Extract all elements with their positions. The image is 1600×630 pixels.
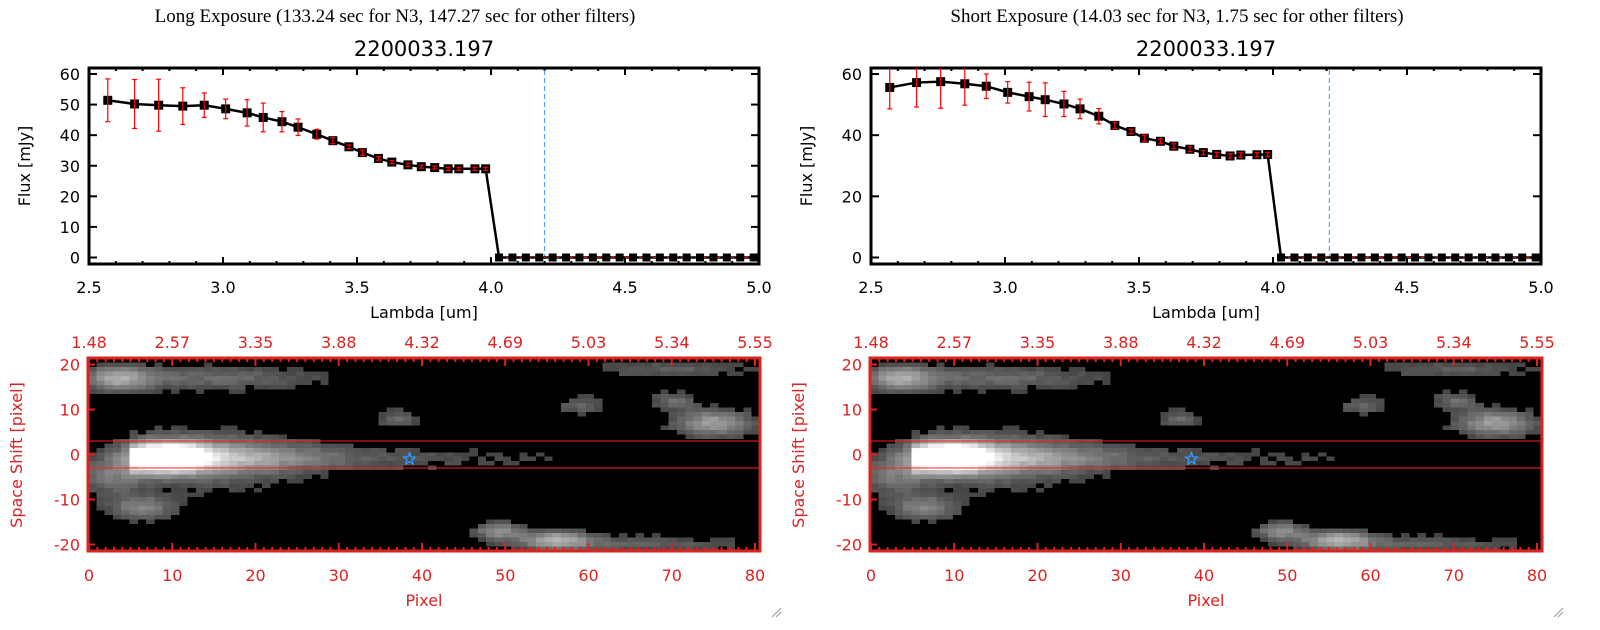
left-xlabel: Lambda [um]	[370, 303, 478, 322]
right-xtick-label: 2.5	[858, 278, 883, 297]
left-zero-point	[629, 253, 638, 262]
left-zero-point	[669, 253, 678, 262]
right-spectral-image	[870, 358, 1542, 551]
left-zero-point	[521, 253, 530, 262]
right-zero-point	[1518, 253, 1527, 262]
left-points	[103, 78, 758, 262]
resize-grip-icon[interactable]	[770, 606, 782, 618]
right-zero-point	[1357, 253, 1366, 262]
right-zero-point	[1424, 253, 1433, 262]
right-zero-point	[1411, 253, 1420, 262]
left-suptitle: Long Exposure (133.24 sec for N3, 147.27…	[155, 6, 636, 27]
right-zero-point	[1317, 253, 1326, 262]
right-points	[885, 68, 1540, 262]
left-xtick-label: 5.0	[746, 278, 771, 297]
left-zero-point	[615, 253, 624, 262]
right-zero-point	[1504, 253, 1513, 262]
right-zero-point	[1437, 253, 1446, 262]
left-panel: Long Exposure (133.24 sec for N3, 147.27…	[7, 6, 772, 610]
right-zero-point	[1451, 253, 1460, 262]
right-xtick-label: 3.0	[992, 278, 1017, 297]
left-zero-point	[562, 253, 571, 262]
right-zero-point	[1397, 253, 1406, 262]
left-ylabel: Flux [mJy]	[15, 126, 34, 207]
left-zero-point	[696, 253, 705, 262]
right-zero-point	[1478, 253, 1487, 262]
left-xtick-label: 2.5	[76, 278, 101, 297]
left-ytick-label: 20	[60, 187, 80, 206]
right-zero-point	[1531, 253, 1540, 262]
left-zero-point	[588, 253, 597, 262]
right-ylabel: Flux [mJy]	[797, 126, 816, 207]
right-zero-point	[1464, 253, 1473, 262]
left-xtick-label: 4.0	[478, 278, 503, 297]
right-ytick-label: 40	[842, 126, 862, 145]
right-plot-title: 2200033.197	[1136, 37, 1276, 61]
right-xtick-label: 5.0	[1528, 278, 1553, 297]
right-zero-point	[1344, 253, 1353, 262]
right-ytick-label: 0	[852, 249, 862, 268]
left-ytick-label: 30	[60, 157, 80, 176]
right-xtick-label: 4.5	[1394, 278, 1419, 297]
right-xtick-label: 3.5	[1126, 278, 1151, 297]
right-plot-frame	[869, 66, 1543, 266]
left-ytick-label: 60	[60, 65, 80, 84]
right-zero-point	[1290, 253, 1299, 262]
left-xtick-label: 3.5	[344, 278, 369, 297]
left-zero-point	[682, 253, 691, 262]
left-zero-point	[655, 253, 664, 262]
left-zero-point	[535, 253, 544, 262]
left-spectral-image	[88, 358, 760, 551]
right-zero-point	[1370, 253, 1379, 262]
left-ytick-label: 10	[60, 218, 80, 237]
right-xtick-label: 4.0	[1260, 278, 1285, 297]
right-flux-line	[889, 80, 1536, 259]
right-suptitle: Short Exposure (14.03 sec for N3, 1.75 s…	[950, 6, 1403, 27]
left-ytick-label: 50	[60, 96, 80, 115]
right-image-ylabel: Space Shift [pixel]	[789, 382, 808, 528]
right-panel: Short Exposure (14.03 sec for N3, 1.75 s…	[789, 6, 1554, 610]
right-zero-point	[1384, 253, 1393, 262]
resize-grip-icon[interactable]	[1552, 606, 1564, 618]
left-zero-point	[548, 253, 557, 262]
left-zero-point	[575, 253, 584, 262]
right-ytick-label: 60	[842, 65, 862, 84]
right-zero-point	[1330, 253, 1339, 262]
left-xtick-label: 4.5	[612, 278, 637, 297]
right-image-xlabel: Pixel	[1187, 591, 1224, 610]
left-zero-point	[736, 253, 745, 262]
left-zero-point	[642, 253, 651, 262]
left-flux-line	[107, 99, 754, 259]
right-zero-point	[1277, 253, 1286, 262]
left-xtick-label: 3.0	[210, 278, 235, 297]
right-xlabel: Lambda [um]	[1152, 303, 1260, 322]
left-zero-point	[602, 253, 611, 262]
left-plot-title: 2200033.197	[354, 37, 494, 61]
left-image-xlabel: Pixel	[405, 591, 442, 610]
left-ytick-label: 40	[60, 126, 80, 145]
left-zero-point	[709, 253, 718, 262]
right-zero-point	[1303, 253, 1312, 262]
left-zero-point	[722, 253, 731, 262]
left-zero-point	[508, 253, 517, 262]
left-zero-point	[495, 253, 504, 262]
left-ytick-label: 0	[70, 249, 80, 268]
right-zero-point	[1491, 253, 1500, 262]
left-image-ylabel: Space Shift [pixel]	[7, 382, 26, 528]
right-ytick-label: 20	[842, 187, 862, 206]
left-zero-point	[749, 253, 758, 262]
